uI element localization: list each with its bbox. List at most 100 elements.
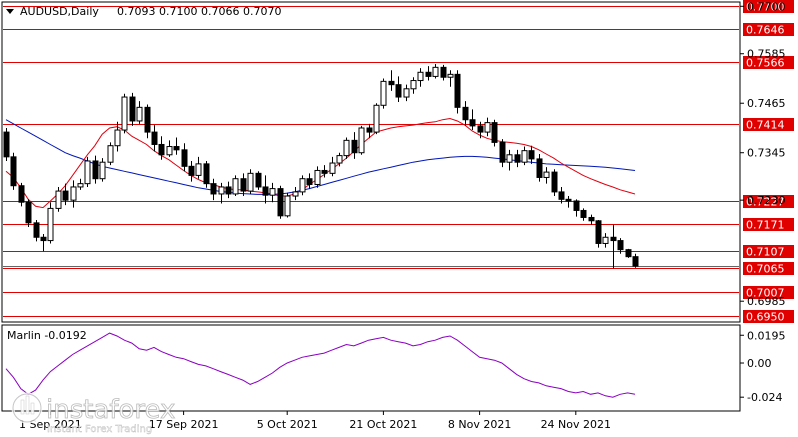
candle-78 [580, 208, 587, 221]
level-tag-7 [743, 262, 794, 275]
candle-body-4 [33, 222, 40, 238]
candle-body-72 [536, 158, 543, 178]
candle-body-29 [218, 186, 225, 195]
candle-47 [351, 132, 358, 159]
candle-body-52 [388, 80, 395, 86]
time-tick-label-4: 8 Nov 2021 [448, 418, 511, 431]
candle-68 [506, 149, 513, 171]
level-tag-2 [743, 56, 794, 69]
time-tick-label-1: 17 Sep 2021 [149, 418, 219, 431]
slow-moving-average-line [5, 119, 636, 195]
candle-body-60 [447, 73, 454, 78]
candle-body-37 [277, 188, 284, 217]
candle-body-2 [18, 185, 25, 203]
time-axis-layer: 1 Sep 2021 17 Sep 2021 5 Oct 2021 21 Oct 20… [19, 411, 611, 431]
candle-body-20 [151, 131, 158, 145]
level-label-1: 0.7646 [746, 24, 785, 37]
candle-body-26 [195, 163, 202, 176]
candle-body-46 [343, 139, 350, 157]
candle-body-15 [114, 129, 121, 147]
candle-75 [558, 186, 565, 204]
candle-body-56 [417, 71, 424, 82]
candle-25 [188, 160, 195, 182]
candle-body-58 [432, 66, 439, 77]
candle-71 [528, 145, 535, 164]
candle-54 [403, 84, 410, 102]
candle-body-57 [425, 71, 432, 77]
candle-63 [469, 109, 476, 131]
candle-77 [573, 199, 580, 217]
candle-body-28 [210, 183, 217, 195]
candle-2 [18, 182, 25, 207]
candle-body-59 [440, 66, 447, 78]
candle-22 [166, 140, 173, 157]
candle-body-38 [284, 195, 291, 217]
candle-76 [565, 196, 572, 208]
candle-11 [84, 156, 91, 187]
candle-82 [610, 224, 617, 269]
candle-body-44 [329, 162, 336, 174]
oscillator-label: Marlin -0.0192 [7, 329, 87, 342]
candle-body-23 [173, 146, 180, 151]
candle-65 [484, 117, 491, 137]
candle-57 [425, 66, 432, 81]
candle-body-8 [62, 190, 69, 201]
candle-39 [292, 186, 299, 201]
candle-45 [336, 152, 343, 167]
candle-12 [92, 155, 99, 184]
candle-body-6 [47, 207, 54, 242]
candle-body-55 [410, 80, 417, 90]
level-tag-6 [743, 245, 794, 258]
candle-body-47 [351, 139, 358, 154]
candle-body-7 [55, 190, 62, 209]
candle-51 [380, 78, 387, 109]
level-label-3: 0.7414 [746, 119, 785, 132]
candle-18 [136, 101, 143, 124]
dropdown-triangle-icon[interactable] [6, 9, 14, 14]
candle-62 [462, 101, 469, 126]
level-tag-1 [743, 23, 794, 36]
candle-body-31 [232, 178, 239, 195]
candle-body-53 [395, 84, 402, 98]
candle-body-69 [514, 154, 521, 163]
candle-74 [551, 169, 558, 197]
level-label-5: 0.7171 [746, 219, 785, 232]
candle-body-65 [484, 122, 491, 133]
level-tag-3 [743, 118, 794, 131]
watermark: instaforex Instant Forex Trading [11, 392, 176, 435]
candle-body-9 [70, 186, 77, 201]
levels-layer [3, 6, 739, 317]
candle-43 [321, 165, 328, 178]
candle-23 [173, 137, 180, 155]
candle-body-70 [521, 150, 528, 163]
candle-5 [40, 233, 47, 252]
price-tick-label-5: 0.6985 [747, 295, 786, 308]
candle-body-13 [99, 161, 106, 180]
level-tag-8 [743, 286, 794, 299]
candle-body-48 [358, 127, 365, 154]
candle-body-80 [595, 220, 602, 244]
candle-body-41 [306, 178, 313, 185]
candle-60 [447, 70, 454, 87]
candle-66 [491, 119, 498, 147]
watermark-tagline: Instant Forex Trading [47, 424, 152, 435]
candle-body-34 [255, 172, 262, 188]
ohlc-label: 0.7093 0.7100 0.7066 0.7070 [117, 5, 281, 18]
candle-body-30 [225, 186, 232, 195]
candle-body-18 [136, 106, 143, 122]
candle-16 [121, 93, 128, 134]
watermark-brand: instaforex [46, 395, 175, 425]
candle-6 [47, 202, 54, 244]
candle-body-33 [247, 172, 254, 192]
level-tag-0 [743, 0, 794, 13]
candle-body-66 [491, 122, 498, 143]
candle-46 [343, 137, 350, 159]
candle-36 [269, 182, 276, 203]
level-tag-5 [743, 218, 794, 231]
time-tick-label-3: 21 Oct 2021 [349, 418, 417, 431]
symbol-label: AUDUSD,Daily [20, 5, 99, 18]
candle-41 [306, 173, 313, 189]
candle-69 [514, 149, 521, 168]
candle-1 [10, 152, 17, 190]
candle-59 [440, 64, 447, 81]
